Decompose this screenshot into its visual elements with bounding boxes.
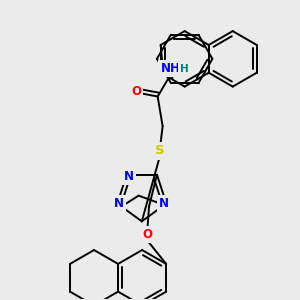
Text: H: H [180,64,189,74]
Text: N: N [124,170,134,183]
Text: S: S [155,145,164,158]
Text: O: O [142,228,152,241]
Text: N: N [114,197,124,210]
Text: N: N [159,197,169,210]
Text: NH: NH [160,62,181,75]
Text: O: O [131,85,141,98]
